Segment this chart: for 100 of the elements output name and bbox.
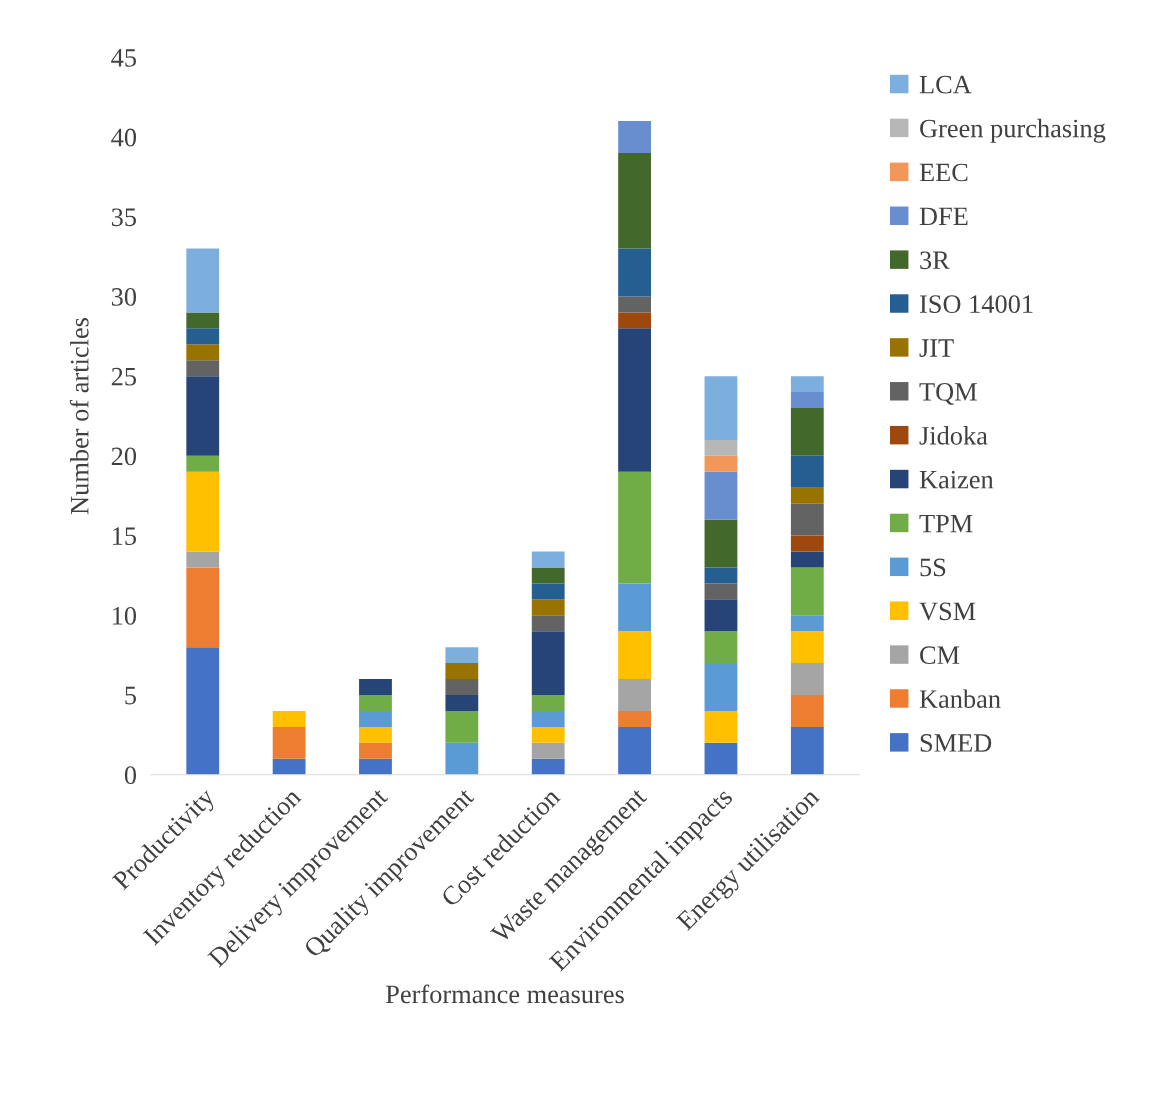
bar	[704, 663, 738, 711]
bar	[531, 710, 565, 727]
bar	[531, 758, 565, 775]
bar	[531, 631, 565, 695]
bar	[618, 328, 651, 472]
legend-label: Kaizen	[919, 470, 994, 489]
x-axis-title: Performance measures	[386, 984, 624, 1004]
bar	[618, 679, 651, 711]
bar	[445, 694, 479, 711]
bar	[186, 360, 220, 377]
bar	[618, 583, 651, 632]
bar	[790, 392, 824, 409]
legend-label: Green purchasing	[920, 118, 1106, 143]
bar	[186, 328, 220, 345]
bar	[531, 599, 565, 616]
bar	[618, 296, 651, 313]
bar	[790, 535, 824, 552]
y-tick-label: 40	[111, 128, 137, 147]
y-tick-label: 10	[112, 606, 137, 625]
bar	[445, 679, 479, 695]
legend-label: TPM	[919, 514, 973, 533]
bar	[186, 455, 220, 472]
bar	[531, 694, 565, 711]
bar	[704, 583, 738, 600]
legend-label: SMED	[920, 734, 992, 752]
bar	[359, 694, 392, 711]
legend-label: CM	[920, 646, 960, 665]
bar	[531, 551, 565, 568]
bar	[618, 312, 651, 329]
bar	[790, 376, 824, 393]
legend-label: VSM	[919, 602, 976, 621]
bar	[790, 567, 824, 616]
bar	[359, 742, 392, 759]
bar	[704, 376, 738, 440]
bar	[618, 726, 651, 775]
legend-label: 5S	[920, 558, 946, 577]
bar	[790, 455, 824, 488]
legend-label: Jidoka	[919, 426, 988, 445]
bar	[445, 742, 479, 775]
bar	[790, 631, 824, 664]
bar	[618, 471, 651, 584]
bar	[359, 679, 392, 695]
bar	[704, 455, 738, 472]
bar	[186, 647, 220, 775]
y-tick-label: 0	[124, 766, 137, 785]
bar	[531, 615, 565, 632]
legend-label: LCA	[919, 75, 972, 94]
bar	[790, 615, 824, 632]
bar	[790, 551, 824, 568]
bar	[186, 344, 220, 361]
bar	[790, 408, 824, 456]
y-tick-label: 5	[125, 686, 137, 705]
legend-label: 3R	[920, 251, 950, 270]
bar	[359, 758, 392, 775]
bar	[790, 726, 824, 775]
y-tick-label: 45	[111, 49, 137, 67]
bar	[531, 583, 565, 600]
bar	[186, 551, 220, 568]
bar	[272, 758, 306, 775]
y-tick-label: 30	[111, 288, 137, 306]
bar	[790, 487, 824, 504]
legend-label: Kanban	[919, 689, 1001, 708]
bar	[618, 631, 651, 680]
bar	[790, 694, 824, 727]
bar	[272, 726, 306, 759]
bar	[531, 726, 565, 743]
bar	[359, 710, 392, 727]
y-tick-label: 20	[111, 447, 137, 466]
bar	[531, 742, 565, 759]
bar	[704, 599, 738, 632]
bar	[186, 471, 220, 552]
bar	[704, 710, 738, 743]
y-tick-label: 15	[112, 527, 137, 545]
bar	[186, 312, 220, 329]
legend-label: TQM	[919, 383, 977, 405]
bar	[790, 663, 824, 695]
bar	[704, 631, 738, 664]
bar	[186, 567, 220, 648]
bar	[790, 503, 824, 536]
bar	[704, 742, 738, 775]
legend-label: DFE	[919, 207, 968, 226]
bar	[704, 439, 738, 456]
bar	[704, 471, 738, 520]
y-tick-label: 25	[111, 367, 137, 386]
bar	[445, 647, 479, 664]
bar	[445, 663, 479, 680]
bar	[186, 376, 220, 456]
bar	[618, 121, 651, 153]
legend-label: EEC	[919, 163, 968, 182]
bar	[531, 567, 565, 584]
bar	[445, 710, 479, 743]
bar	[359, 726, 392, 743]
bar	[704, 519, 738, 568]
bar	[704, 567, 738, 584]
y-tick-label: 35	[111, 208, 137, 227]
bar	[618, 248, 651, 297]
bar	[618, 710, 651, 727]
bar	[618, 152, 651, 249]
bar	[186, 248, 220, 313]
bar	[272, 710, 306, 727]
